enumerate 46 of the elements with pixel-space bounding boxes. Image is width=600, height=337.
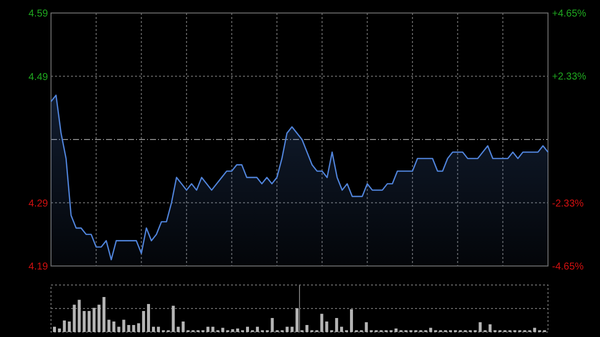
bar (231, 329, 234, 332)
bar (182, 322, 185, 332)
bar (137, 323, 140, 332)
bar (478, 322, 482, 332)
y-tick-label: 4.59 (28, 8, 48, 20)
bar (488, 324, 492, 332)
bar (98, 304, 100, 332)
bar (147, 304, 150, 332)
bar (117, 326, 120, 332)
bar (68, 322, 71, 332)
bar (256, 326, 259, 332)
bar (107, 320, 110, 332)
bar (296, 308, 299, 332)
bar (211, 326, 214, 332)
bar (335, 318, 338, 332)
bar (206, 326, 210, 332)
bar (82, 311, 86, 332)
bar (246, 326, 250, 332)
y2-tick-label: +2.33% (552, 72, 586, 83)
bar (305, 325, 308, 332)
bar (142, 311, 146, 332)
bar (112, 322, 116, 332)
bar (92, 308, 96, 332)
bar (236, 328, 240, 332)
bar (132, 325, 136, 332)
bar (286, 326, 289, 332)
bar (533, 328, 536, 332)
bar (350, 309, 353, 332)
bar (429, 328, 432, 332)
bar (88, 311, 91, 332)
y2-tick-label: -4.65% (552, 262, 584, 272)
bar (58, 328, 61, 332)
y2-tick-label: -2.33% (552, 198, 584, 210)
y2-tick-label: +4.65% (552, 8, 586, 20)
y-tick-label: 4.49 (28, 72, 48, 83)
bar (156, 326, 160, 332)
y-tick-label: 4.19 (28, 262, 48, 272)
bar (364, 322, 368, 332)
y-tick-label: 4.29 (28, 198, 48, 210)
bar (62, 320, 66, 332)
bar (394, 328, 398, 332)
bar (102, 297, 106, 332)
bar (52, 326, 56, 332)
bar (152, 326, 155, 332)
bar (290, 326, 294, 332)
bar (340, 326, 344, 332)
